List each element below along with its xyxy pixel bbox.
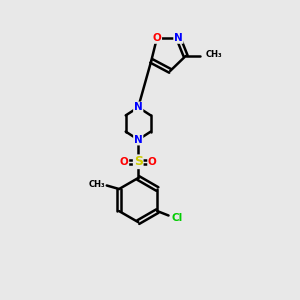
Text: O: O <box>148 157 157 167</box>
Text: N: N <box>134 102 142 112</box>
Text: CH₃: CH₃ <box>206 50 222 59</box>
Text: O: O <box>153 33 161 43</box>
Text: Cl: Cl <box>172 213 183 223</box>
Text: CH₃: CH₃ <box>88 179 105 188</box>
Text: N: N <box>134 135 142 145</box>
Text: O: O <box>120 157 128 167</box>
Text: S: S <box>134 155 143 168</box>
Text: N: N <box>174 33 183 43</box>
